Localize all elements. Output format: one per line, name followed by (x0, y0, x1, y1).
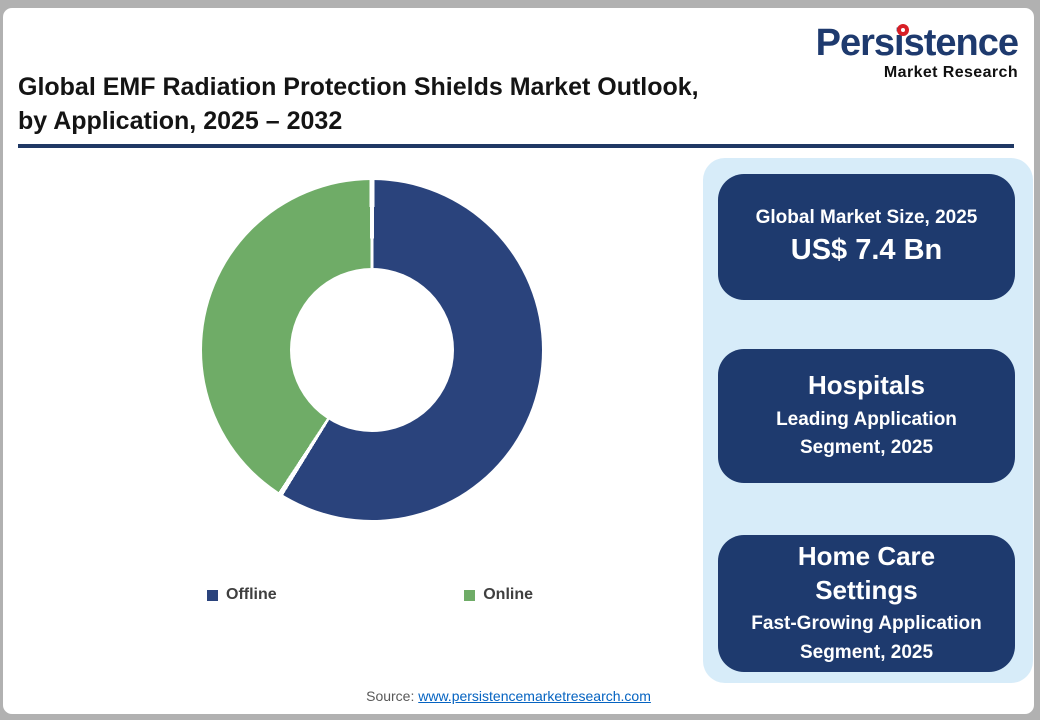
fast-growing-segment-caption: Fast-Growing Application Segment, 2025 (751, 613, 982, 663)
market-size-box: Global Market Size, 2025 US$ 7.4 Bn (718, 174, 1015, 300)
legend-label-offline: Offline (226, 586, 277, 603)
source-label: Source: (366, 688, 415, 704)
source-line: Source: www.persistencemarketresearch.co… (3, 688, 1014, 704)
title-underline (18, 144, 1014, 148)
slide-card: Persistence Market Research Global EMF R… (3, 8, 1034, 714)
legend-label-online: Online (483, 586, 533, 603)
chart-legend: Offline Online (207, 586, 533, 604)
fast-growing-segment-heading: Home Care Settings (797, 540, 936, 605)
source-link[interactable]: www.persistencemarketresearch.com (418, 688, 651, 704)
logo: Persistence Market Research (815, 22, 1019, 81)
highlights-panel: Global Market Size, 2025 US$ 7.4 Bn Hosp… (703, 158, 1033, 683)
market-size-value: US$ 7.4 Bn (790, 234, 943, 266)
legend-swatch-offline (207, 589, 218, 601)
logo-tagline: Market Research (883, 63, 1018, 81)
donut-chart (202, 180, 542, 520)
page-title: Global EMF Radiation Protection Shields … (18, 73, 699, 135)
legend-item-online: Online (464, 586, 533, 604)
market-size-label: Global Market Size, 2025 (755, 207, 978, 228)
donut-hole (290, 268, 454, 432)
leading-segment-heading: Hospitals (807, 370, 926, 401)
legend-item-offline: Offline (207, 586, 277, 604)
logo-wordmark: Persistence (815, 22, 1019, 64)
leading-segment-box: Hospitals Leading Application Segment, 2… (718, 349, 1015, 483)
leading-segment-caption: Leading Application Segment, 2025 (776, 408, 957, 459)
fast-growing-segment-box: Home Care Settings Fast-Growing Applicat… (718, 535, 1015, 672)
logo-star-icon (896, 24, 909, 36)
legend-swatch-online (464, 589, 476, 601)
